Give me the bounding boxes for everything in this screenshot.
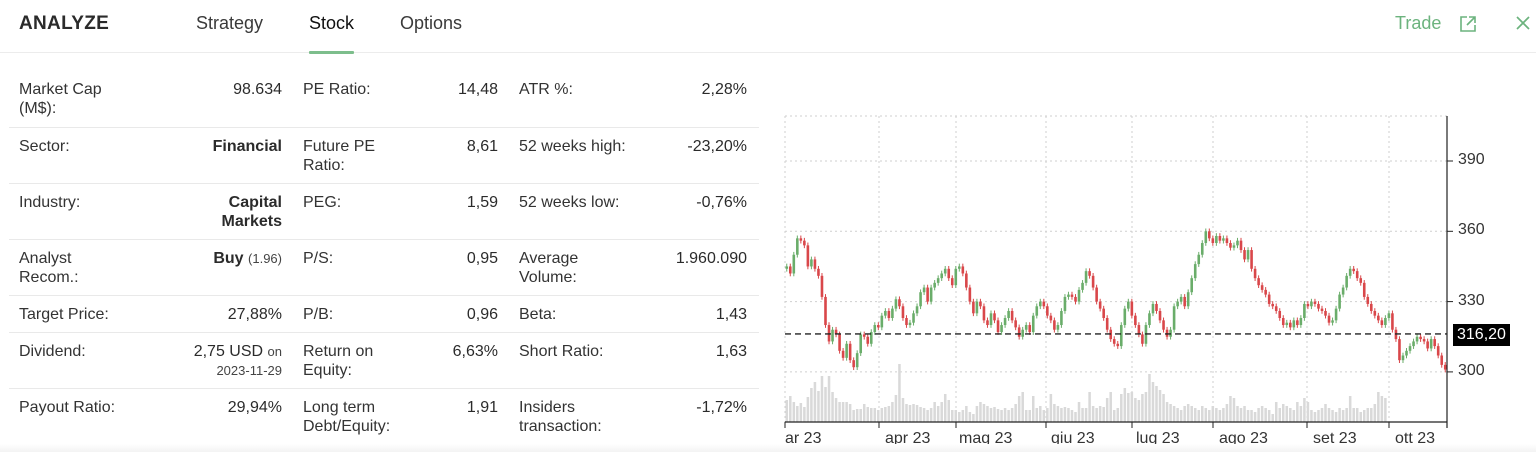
short-ratio-label: Short Ratio: xyxy=(519,343,604,360)
target-price-label: Target Price: xyxy=(19,306,109,323)
analyst-recom-label: Analyst Recom.: xyxy=(19,250,79,286)
lt-debt-equity-label: Long term Debt/Equity: xyxy=(303,399,391,435)
external-link-icon[interactable] xyxy=(1458,14,1478,34)
pb-label: P/B: xyxy=(303,306,334,323)
analyst-recom-rating: Buy xyxy=(213,250,244,267)
insiders-label: Insiders transaction: xyxy=(519,399,602,435)
stock-stats-table: Market Cap (M$): 98.634 PE Ratio: 14,48 … xyxy=(9,71,759,445)
ps-value: 0,95 xyxy=(466,250,498,267)
price-chart[interactable]: 316,20 300 330 360 390 ar 23 apr 23 mag 23 giu… xyxy=(760,60,1536,452)
date-tick-label: ott 23 xyxy=(1395,430,1436,447)
date-tick-label: ago 23 xyxy=(1219,430,1268,447)
stats-row: Sector: Financial Future PE Ratio: 8,61 … xyxy=(9,128,759,184)
roe-label: Return on Equity: xyxy=(303,343,374,379)
dividend-label: Dividend: xyxy=(19,343,86,360)
lt-debt-equity-value: 1,91 xyxy=(466,399,498,416)
price-tick-label: 360 xyxy=(1458,221,1485,239)
avg-volume-label: Average Volume: xyxy=(519,250,579,286)
analyst-recom-value: Buy (1.96) xyxy=(149,249,282,268)
avg-volume-value: 1.960.090 xyxy=(675,250,747,267)
bottom-shade xyxy=(0,444,1536,452)
52w-high-value: -23,20% xyxy=(687,138,747,155)
dividend-value: 2,75 USD on 2023-11-29 xyxy=(149,342,282,380)
pe-ratio-value: 14,48 xyxy=(457,81,498,98)
price-tick-label: 300 xyxy=(1458,361,1485,379)
pb-value: 0,96 xyxy=(466,306,498,323)
industry-label: Industry: xyxy=(19,194,81,211)
payout-ratio-label: Payout Ratio: xyxy=(19,399,116,416)
trade-link[interactable]: Trade xyxy=(1395,13,1442,33)
target-price-value: 27,88% xyxy=(227,306,282,323)
peg-label: PEG: xyxy=(303,194,342,211)
stats-row: Target Price: 27,88% P/B: 0,96 Beta: 1,4… xyxy=(9,296,759,333)
date-tick-label: ar 23 xyxy=(785,430,822,447)
ps-label: P/S: xyxy=(303,250,334,267)
52w-high-label: 52 weeks high: xyxy=(519,138,626,155)
short-ratio-value: 1,63 xyxy=(715,343,747,360)
market-cap-label: Market Cap (M$): xyxy=(19,81,102,117)
52w-low-value: -0,76% xyxy=(696,194,747,211)
sector-value: Financial xyxy=(212,138,282,155)
price-tick-label: 330 xyxy=(1458,291,1485,309)
price-tick-label: 390 xyxy=(1458,151,1485,168)
insiders-value: -1,72% xyxy=(696,399,747,416)
tab-strategy[interactable]: Strategy xyxy=(196,13,264,33)
beta-label: Beta: xyxy=(519,306,557,323)
stats-row: Market Cap (M$): 98.634 PE Ratio: 14,48 … xyxy=(9,71,759,128)
close-icon[interactable] xyxy=(1514,14,1532,32)
sector-label: Sector: xyxy=(19,138,70,155)
tab-stock[interactable]: Stock xyxy=(309,13,355,54)
stats-row: Analyst Recom.: Buy (1.96) P/S: 0,95 Ave… xyxy=(9,240,759,296)
industry-value: Capital Markets xyxy=(221,194,282,230)
dividend-on: on xyxy=(267,344,282,359)
future-pe-label: Future PE Ratio: xyxy=(303,138,376,174)
beta-value: 1,43 xyxy=(715,306,747,323)
current-price-tag: 316,20 xyxy=(1453,324,1510,346)
roe-value: 6,63% xyxy=(452,343,498,360)
dividend-amount: 2,75 USD xyxy=(193,343,264,360)
date-tick-label: set 23 xyxy=(1313,430,1357,447)
stats-row: Industry: Capital Markets PEG: 1,59 52 w… xyxy=(9,184,759,240)
future-pe-value: 8,61 xyxy=(466,138,498,155)
tab-options[interactable]: Options xyxy=(400,13,463,33)
date-tick-label: giu 23 xyxy=(1051,430,1095,447)
date-tick-label: apr 23 xyxy=(885,430,931,447)
candlestick-chart[interactable] xyxy=(760,60,1536,452)
peg-value: 1,59 xyxy=(466,194,498,211)
payout-ratio-value: 29,94% xyxy=(227,399,282,416)
market-cap-value: 98.634 xyxy=(233,81,282,98)
date-tick-label: lug 23 xyxy=(1136,430,1180,447)
dividend-date: 2023-11-29 xyxy=(216,363,282,378)
top-bar: ANALYZE Strategy Stock Options Trade xyxy=(0,0,1536,54)
date-tick-label: mag 23 xyxy=(959,430,1013,447)
stats-row: Dividend: 2,75 USD on 2023-11-29 Return … xyxy=(9,333,759,389)
stats-row: Payout Ratio: 29,94% Long term Debt/Equi… xyxy=(9,389,759,445)
pe-ratio-label: PE Ratio: xyxy=(303,81,371,98)
atr-value: 2,28% xyxy=(701,81,747,98)
app-title: ANALYZE xyxy=(19,13,110,34)
atr-label: ATR %: xyxy=(519,81,573,98)
analyst-recom-score: (1.96) xyxy=(248,251,282,266)
52w-low-label: 52 weeks low: xyxy=(519,194,620,211)
